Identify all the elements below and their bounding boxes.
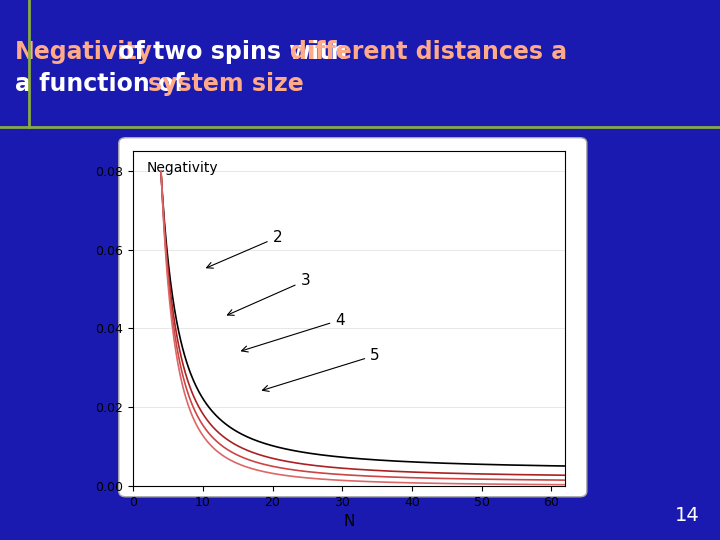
- Text: 4: 4: [241, 313, 345, 352]
- Text: system size: system size: [148, 72, 304, 96]
- Text: Negativity: Negativity: [146, 161, 217, 176]
- Text: 14: 14: [675, 506, 700, 525]
- Text: 3: 3: [228, 273, 310, 315]
- Text: a function of: a function of: [15, 72, 193, 96]
- Text: Negativity: Negativity: [15, 40, 153, 64]
- FancyBboxPatch shape: [119, 138, 587, 497]
- Text: of two spins with: of two spins with: [110, 40, 356, 64]
- Text: 2: 2: [207, 230, 282, 268]
- Text: different distances a: different distances a: [290, 40, 567, 64]
- Text: 5: 5: [263, 348, 379, 392]
- X-axis label: N: N: [343, 514, 355, 529]
